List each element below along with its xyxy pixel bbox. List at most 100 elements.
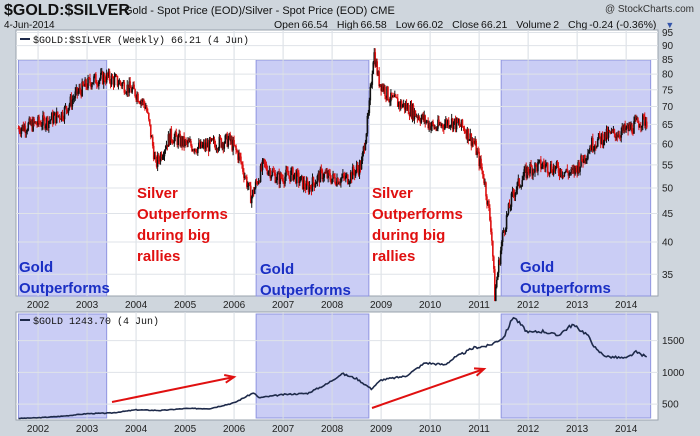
ratio-candle-body [266, 169, 269, 175]
ratio-candle-body [525, 166, 527, 178]
ratio-candle-body [332, 173, 334, 179]
ratio-candle-body [208, 138, 211, 152]
ratio-legend: $GOLD:$SILVER (Weekly) 66.21 (4 Jun) [20, 35, 249, 47]
ratio-candle-body [445, 119, 448, 126]
gold-price-line [18, 316, 648, 420]
ratio-candle-body [199, 141, 202, 148]
gold-outperforms-annotation: Gold [520, 259, 554, 276]
ratio-candle-body [553, 166, 556, 171]
ratio-candle-body [535, 163, 537, 165]
ratio-candle-body [427, 120, 429, 129]
ratio-candle-body [37, 116, 39, 125]
ratio-candle-body [172, 142, 175, 144]
ratio-x-tick-label: 2012 [517, 300, 540, 311]
ratio-candle-body [433, 124, 435, 129]
ratio-candle-body [585, 159, 587, 161]
ratio-candle-body [636, 118, 638, 120]
ratio-candle-body [351, 166, 354, 180]
ratio-x-tick-label: 2009 [370, 300, 393, 311]
ratio-candle-body [247, 185, 249, 187]
close-value: 66.21 [481, 19, 508, 31]
ratio-candle-body [43, 115, 45, 119]
dropdown-triangle-icon[interactable]: ▼ [665, 20, 675, 30]
ratio-candle-body [206, 142, 209, 148]
ratio-candle-body [329, 173, 331, 180]
ratio-candle-body [28, 118, 31, 124]
ratio-candle-body [87, 77, 89, 89]
ratio-candle-body [82, 81, 84, 86]
stockcharts-logo[interactable]: @ StockCharts.com [604, 4, 694, 15]
ratio-candle-body [471, 140, 474, 146]
ratio-candle-body [343, 173, 345, 177]
ratio-candle-body [523, 169, 526, 177]
ratio-candle-body [179, 133, 181, 146]
ratio-x-tick-label: 2004 [125, 300, 148, 311]
ratio-candle-body [286, 169, 288, 172]
ratio-candle-body [59, 118, 62, 120]
ratio-candle-body [188, 140, 190, 143]
ratio-candle-body [395, 94, 397, 98]
gold-x-tick-label: 2012 [517, 424, 540, 435]
ratio-candle-body [312, 177, 315, 183]
ratio-candle-body [308, 185, 311, 193]
ratio-candle-body [99, 78, 101, 82]
ratio-candle-body [544, 164, 547, 168]
ratio-candle-body [519, 186, 522, 188]
ratio-candle-body [154, 155, 157, 159]
ratio-candle-body [211, 138, 214, 141]
ratio-candle-body [411, 105, 414, 118]
ratio-candle-body [71, 99, 74, 107]
ratio-candle-body [242, 164, 244, 172]
ratio-candle-body [555, 162, 558, 167]
ratio-candle-body [560, 169, 563, 176]
ratio-candle-body [474, 140, 477, 144]
ratio-candle-body [353, 172, 356, 176]
ratio-x-tick-label: 2014 [615, 300, 638, 311]
gold-shaded-period [500, 313, 652, 419]
ratio-candle-body [566, 168, 569, 173]
ratio-candle-body [374, 52, 377, 67]
ratio-candle-body [498, 259, 501, 265]
ratio-candle-body [497, 259, 500, 273]
ratio-candle-body [420, 117, 423, 123]
ratio-candle-body [20, 128, 23, 134]
ratio-candle-body [465, 132, 468, 139]
ratio-candle-body [317, 173, 320, 176]
ratio-candle-body [126, 84, 129, 93]
ratio-candle-body [45, 125, 47, 129]
ratio-candle-body [499, 250, 502, 265]
gold-x-tick-label: 2008 [321, 424, 344, 435]
ratio-candle-body [144, 104, 146, 109]
ratio-candle-body [338, 182, 340, 185]
ratio-candle-body [42, 115, 44, 126]
ratio-candle-body [319, 168, 322, 183]
ratio-candle-body [634, 118, 636, 122]
ratio-candle-body [342, 173, 344, 178]
ratio-candle-body [328, 170, 330, 174]
ratio-candle-body [112, 78, 115, 86]
ratio-candle-body [166, 144, 169, 147]
ratio-x-tick-label: 2013 [566, 300, 589, 311]
ratio-candle-body [381, 85, 383, 91]
gold-shaded-period [255, 313, 370, 419]
ratio-candle-body [331, 178, 333, 184]
ratio-candle-body [406, 105, 409, 110]
ratio-candle-body [608, 131, 611, 133]
ratio-candle-body [49, 120, 51, 122]
gold-x-axis: 2002 2003 2004 2005 2006 2007 2008 2009 2010 2011… [27, 424, 638, 435]
ratio-candle-body [48, 121, 50, 128]
ratio-candle-body [221, 143, 224, 148]
ratio-candle-body [354, 170, 357, 176]
ohlc-readout: Open 66.54 High 66.58 Low 66.02 Close 66.21 … [274, 19, 674, 31]
ratio-candle-body [570, 168, 573, 173]
ratio-x-tick-label: 2011 [468, 300, 490, 311]
gold-outperforms-annotation: Outperforms [260, 282, 351, 299]
ratio-candle-body [146, 107, 148, 112]
ratio-candle-body [264, 163, 267, 165]
ratio-candle-body [616, 136, 619, 138]
ratio-candle-body [247, 182, 250, 186]
ratio-candle-body [536, 164, 538, 172]
ratio-x-tick-label: 2005 [174, 300, 197, 311]
ratio-candle-body [429, 123, 431, 130]
